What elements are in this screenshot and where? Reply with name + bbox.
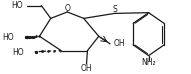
Text: O: O xyxy=(64,4,70,13)
Text: HO: HO xyxy=(2,32,14,42)
Text: NH₂: NH₂ xyxy=(141,58,156,67)
Text: HO: HO xyxy=(11,1,23,10)
Text: OH: OH xyxy=(81,64,92,73)
Text: S: S xyxy=(112,5,117,14)
Text: HO: HO xyxy=(12,48,23,57)
Text: OH: OH xyxy=(114,39,125,48)
